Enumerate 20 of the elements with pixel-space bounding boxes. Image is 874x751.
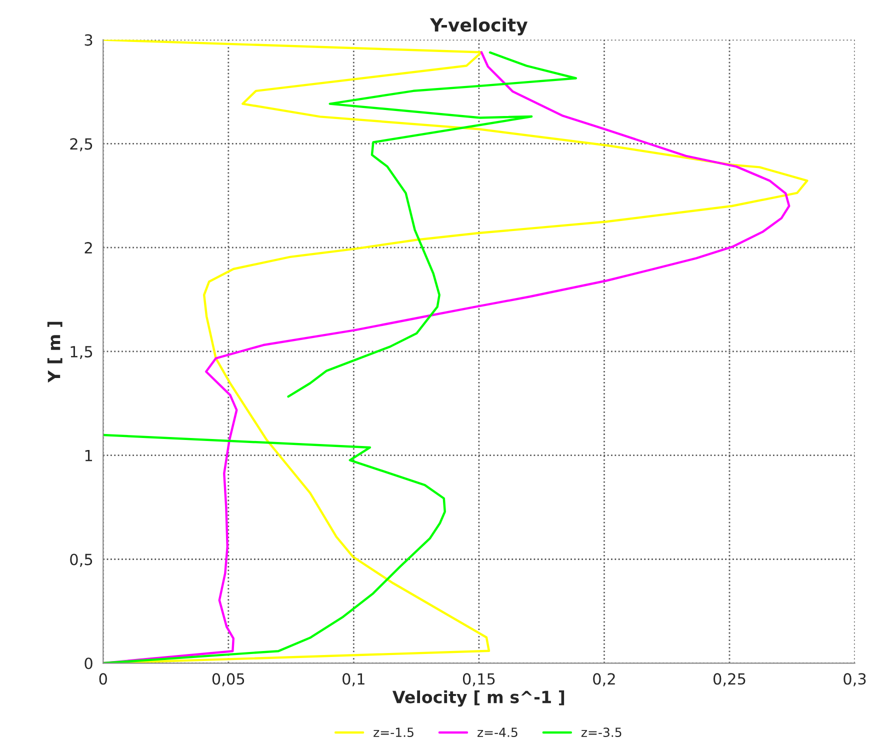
- y-axis-title: Y [ m ]: [47, 322, 62, 383]
- y-tick-label: 0,5: [70, 554, 92, 567]
- x-tick-label: 0,3: [844, 673, 866, 686]
- y-tick-label: 3: [84, 34, 92, 46]
- x-tick-label: 0,1: [342, 673, 364, 686]
- y-tick-label: 2: [84, 242, 92, 254]
- legend-label: z=-1.5: [374, 728, 414, 738]
- legend-label: z=-4.5: [478, 728, 518, 738]
- x-tick-label: 0,15: [462, 673, 495, 686]
- y-tick-label: 2,5: [70, 138, 92, 152]
- chart-title: Y-velocity: [430, 18, 528, 36]
- legend-label: z=-3.5: [581, 728, 622, 738]
- x-tick-label: 0: [99, 673, 107, 685]
- y-tick-label: 1: [85, 450, 92, 462]
- x-tick-label: 0,25: [714, 673, 746, 686]
- x-tick-label: 0,05: [212, 673, 244, 686]
- x-tick-label: 0,2: [593, 673, 615, 686]
- x-axis-title: Velocity [ m s^-1 ]: [392, 690, 564, 707]
- y-tick-label: 0: [84, 658, 92, 670]
- y-tick-label: 1,5: [70, 346, 92, 360]
